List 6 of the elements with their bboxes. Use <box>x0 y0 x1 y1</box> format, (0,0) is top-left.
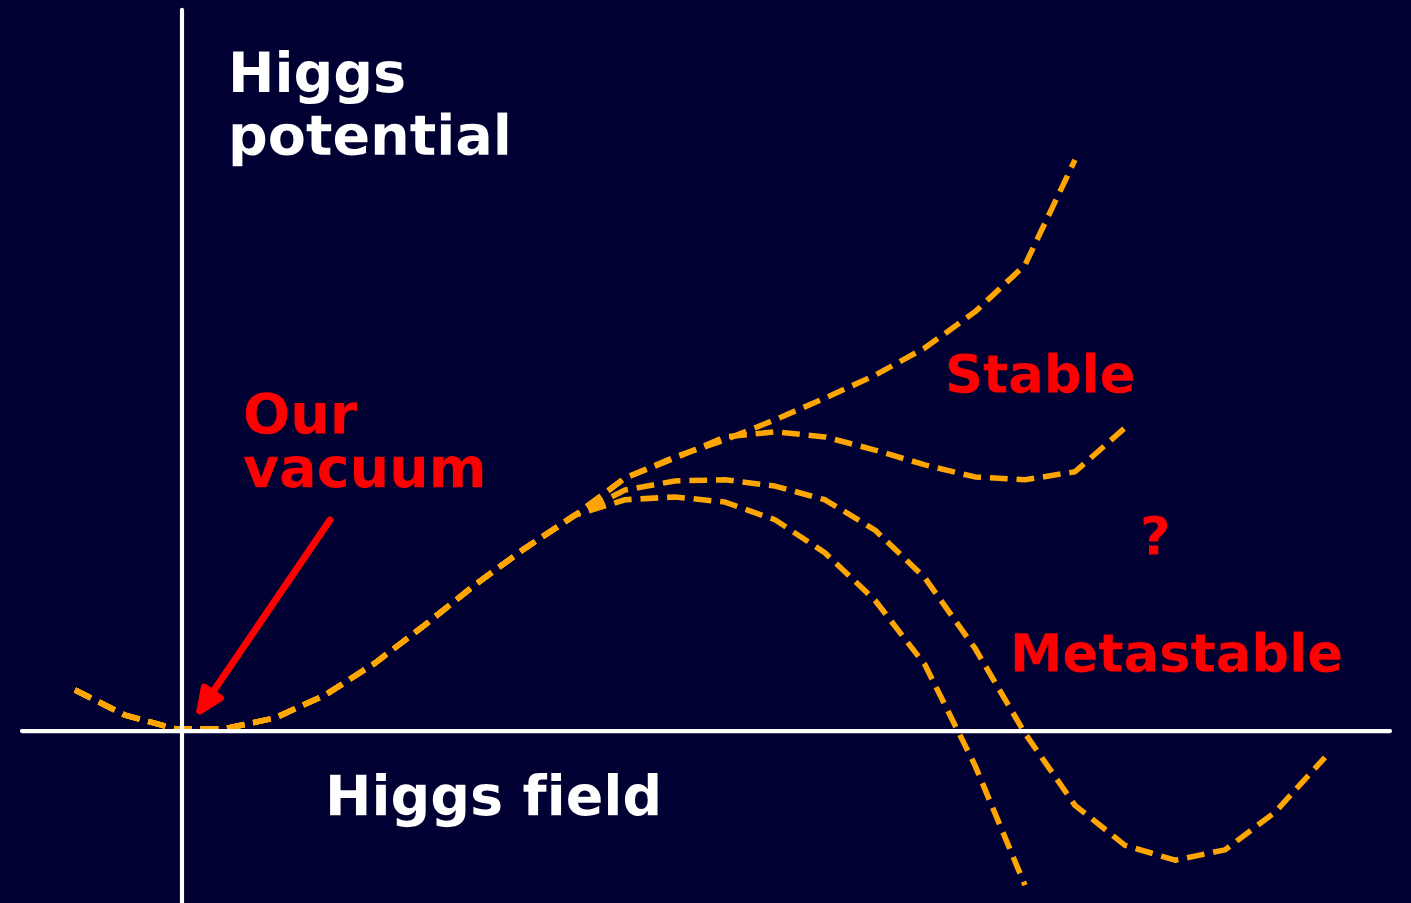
annotation: Our vacuum <box>243 392 483 489</box>
annotation: ? <box>1143 515 1168 555</box>
y-axis-title: Higgs potential <box>232 49 508 167</box>
annotation: Metastable <box>1014 631 1341 673</box>
annotation: Stable <box>948 352 1133 394</box>
x-axis-title: Higgs field <box>330 773 658 828</box>
